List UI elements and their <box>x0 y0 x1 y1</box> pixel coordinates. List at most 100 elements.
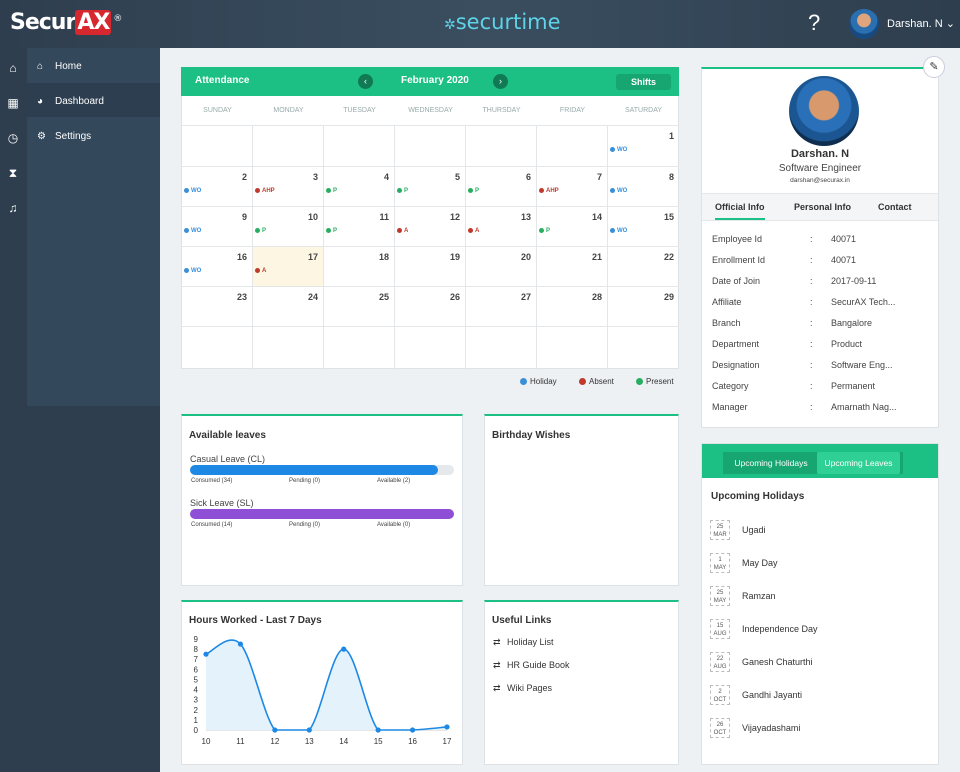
home-icon: ⌂ <box>37 61 44 72</box>
x-tick-label: 15 <box>374 737 383 746</box>
calendar-day[interactable]: 8 WO <box>608 166 679 206</box>
calendar-day[interactable]: 18 <box>324 246 395 286</box>
sidebar-item-dashboard[interactable]: ◕ Dashboard <box>27 83 160 117</box>
tab-personal-info[interactable]: Personal Info <box>794 202 852 212</box>
calendar-day[interactable] <box>466 125 537 166</box>
calendar-day[interactable] <box>608 326 679 369</box>
weekday-header: TUESDAY <box>343 107 376 114</box>
link-wiki-pages[interactable]: ⇄ Wiki Pages <box>493 683 553 693</box>
calendar-day[interactable] <box>253 326 324 369</box>
chart-point[interactable] <box>237 641 244 647</box>
calendar-day[interactable]: 16 WO <box>182 246 253 286</box>
chart-point[interactable] <box>203 651 209 657</box>
holiday-name: Ramzan <box>742 591 776 601</box>
calendar-day[interactable] <box>395 326 466 369</box>
calendar-day[interactable] <box>537 326 608 369</box>
day-number: 27 <box>520 292 531 302</box>
day-number: 28 <box>591 292 602 302</box>
status-dot-icon <box>184 188 189 193</box>
calendar-day[interactable] <box>537 125 608 166</box>
avatar[interactable] <box>849 9 879 39</box>
y-tick-label: 9 <box>194 635 199 644</box>
user-menu[interactable]: Darshan. N ⌄ <box>887 18 955 30</box>
calendar-day[interactable]: 17 A <box>253 246 324 286</box>
calendar-day[interactable] <box>182 326 253 369</box>
calendar-icon[interactable]: ▦ <box>7 96 19 110</box>
chart-point[interactable] <box>444 724 450 730</box>
calendar-day[interactable]: 11 P <box>324 206 395 246</box>
calendar-day[interactable]: 9 WO <box>182 206 253 246</box>
sidebar-item-settings[interactable]: ⚙ Settings <box>37 131 92 142</box>
calendar-day[interactable]: 3 AHP <box>253 166 324 206</box>
day-number: 2 <box>241 172 247 182</box>
info-value: 2017-09-11 <box>831 276 877 286</box>
status-dot-icon <box>610 147 615 152</box>
chart-point[interactable] <box>375 727 381 733</box>
securax-logo[interactable]: SecurAX ® <box>10 10 122 35</box>
tab-upcoming-leaves[interactable]: Upcoming Leaves <box>817 452 900 474</box>
calendar-day[interactable]: 23 <box>182 286 253 326</box>
calendar-day[interactable] <box>182 125 253 166</box>
leave-pending: Pending (0) <box>289 478 321 484</box>
calendar-day[interactable] <box>324 326 395 369</box>
info-separator: : <box>810 276 813 286</box>
info-separator: : <box>810 402 813 412</box>
status-dot-icon <box>610 188 615 193</box>
prev-month-button[interactable]: ‹ <box>358 74 373 89</box>
calendar-day[interactable]: 25 <box>324 286 395 326</box>
shifts-button[interactable]: Shifts <box>616 74 671 90</box>
calendar-day[interactable]: 1 WO <box>608 125 679 166</box>
legend-item: Absent <box>579 377 614 386</box>
calendar-day[interactable] <box>395 125 466 166</box>
calendar-day[interactable]: 15 WO <box>608 206 679 246</box>
bell-icon[interactable]: ♫ <box>8 201 18 215</box>
calendar-day[interactable]: 21 <box>537 246 608 286</box>
calendar-day[interactable]: 7 AHP <box>537 166 608 206</box>
calendar-day[interactable] <box>324 125 395 166</box>
tab-upcoming-holidays[interactable]: Upcoming Holidays <box>734 458 808 468</box>
calendar-day[interactable]: 28 <box>537 286 608 326</box>
chart-point[interactable] <box>272 727 278 733</box>
info-separator: : <box>810 339 813 349</box>
weekday-header: SUNDAY <box>203 107 232 114</box>
chart-point[interactable] <box>341 646 347 652</box>
day-number: 29 <box>663 292 674 302</box>
calendar-day[interactable]: 29 <box>608 286 679 326</box>
sidebar-item-home[interactable]: ⌂ Home <box>37 61 82 72</box>
info-value: SecurAX Tech... <box>831 297 896 307</box>
calendar-day[interactable]: 20 <box>466 246 537 286</box>
day-number: 13 <box>520 212 531 222</box>
upcoming-holidays-panel: Upcoming Holidays Upcoming Leaves <box>701 443 939 765</box>
next-month-button[interactable]: › <box>493 74 508 89</box>
link-hr-guide-book[interactable]: ⇄ HR Guide Book <box>493 660 570 670</box>
x-tick-label: 17 <box>443 737 452 746</box>
help-icon[interactable]: ? <box>808 10 821 35</box>
info-key: Manager <box>712 402 748 412</box>
calendar-day[interactable]: 24 <box>253 286 324 326</box>
calendar-day[interactable]: 13 A <box>466 206 537 246</box>
calendar-day[interactable] <box>466 326 537 369</box>
clock-icon[interactable]: ◷ <box>7 131 19 145</box>
link-holiday-list[interactable]: ⇄ Holiday List <box>493 637 554 647</box>
hourglass-icon[interactable]: ⧗ <box>8 166 18 180</box>
tab-contact[interactable]: Contact <box>878 202 912 212</box>
tab-official-info[interactable]: Official Info <box>715 202 765 220</box>
day-number: 5 <box>454 172 460 182</box>
home-icon[interactable]: ⌂ <box>9 61 17 75</box>
calendar-day[interactable]: 27 <box>466 286 537 326</box>
calendar-day[interactable]: 26 <box>395 286 466 326</box>
chart-point[interactable] <box>306 727 312 733</box>
chart-point[interactable] <box>409 727 416 733</box>
calendar-day[interactable]: 19 <box>395 246 466 286</box>
edit-icon[interactable]: ✎ <box>923 56 945 78</box>
calendar-day[interactable]: 10 P <box>253 206 324 246</box>
calendar-day[interactable]: 14 P <box>537 206 608 246</box>
calendar-day[interactable]: 12 A <box>395 206 466 246</box>
holiday-date: 25 MAY <box>710 586 730 606</box>
calendar-day[interactable]: 2 WO <box>182 166 253 206</box>
calendar-day[interactable]: 22 <box>608 246 679 286</box>
calendar-day[interactable] <box>253 125 324 166</box>
